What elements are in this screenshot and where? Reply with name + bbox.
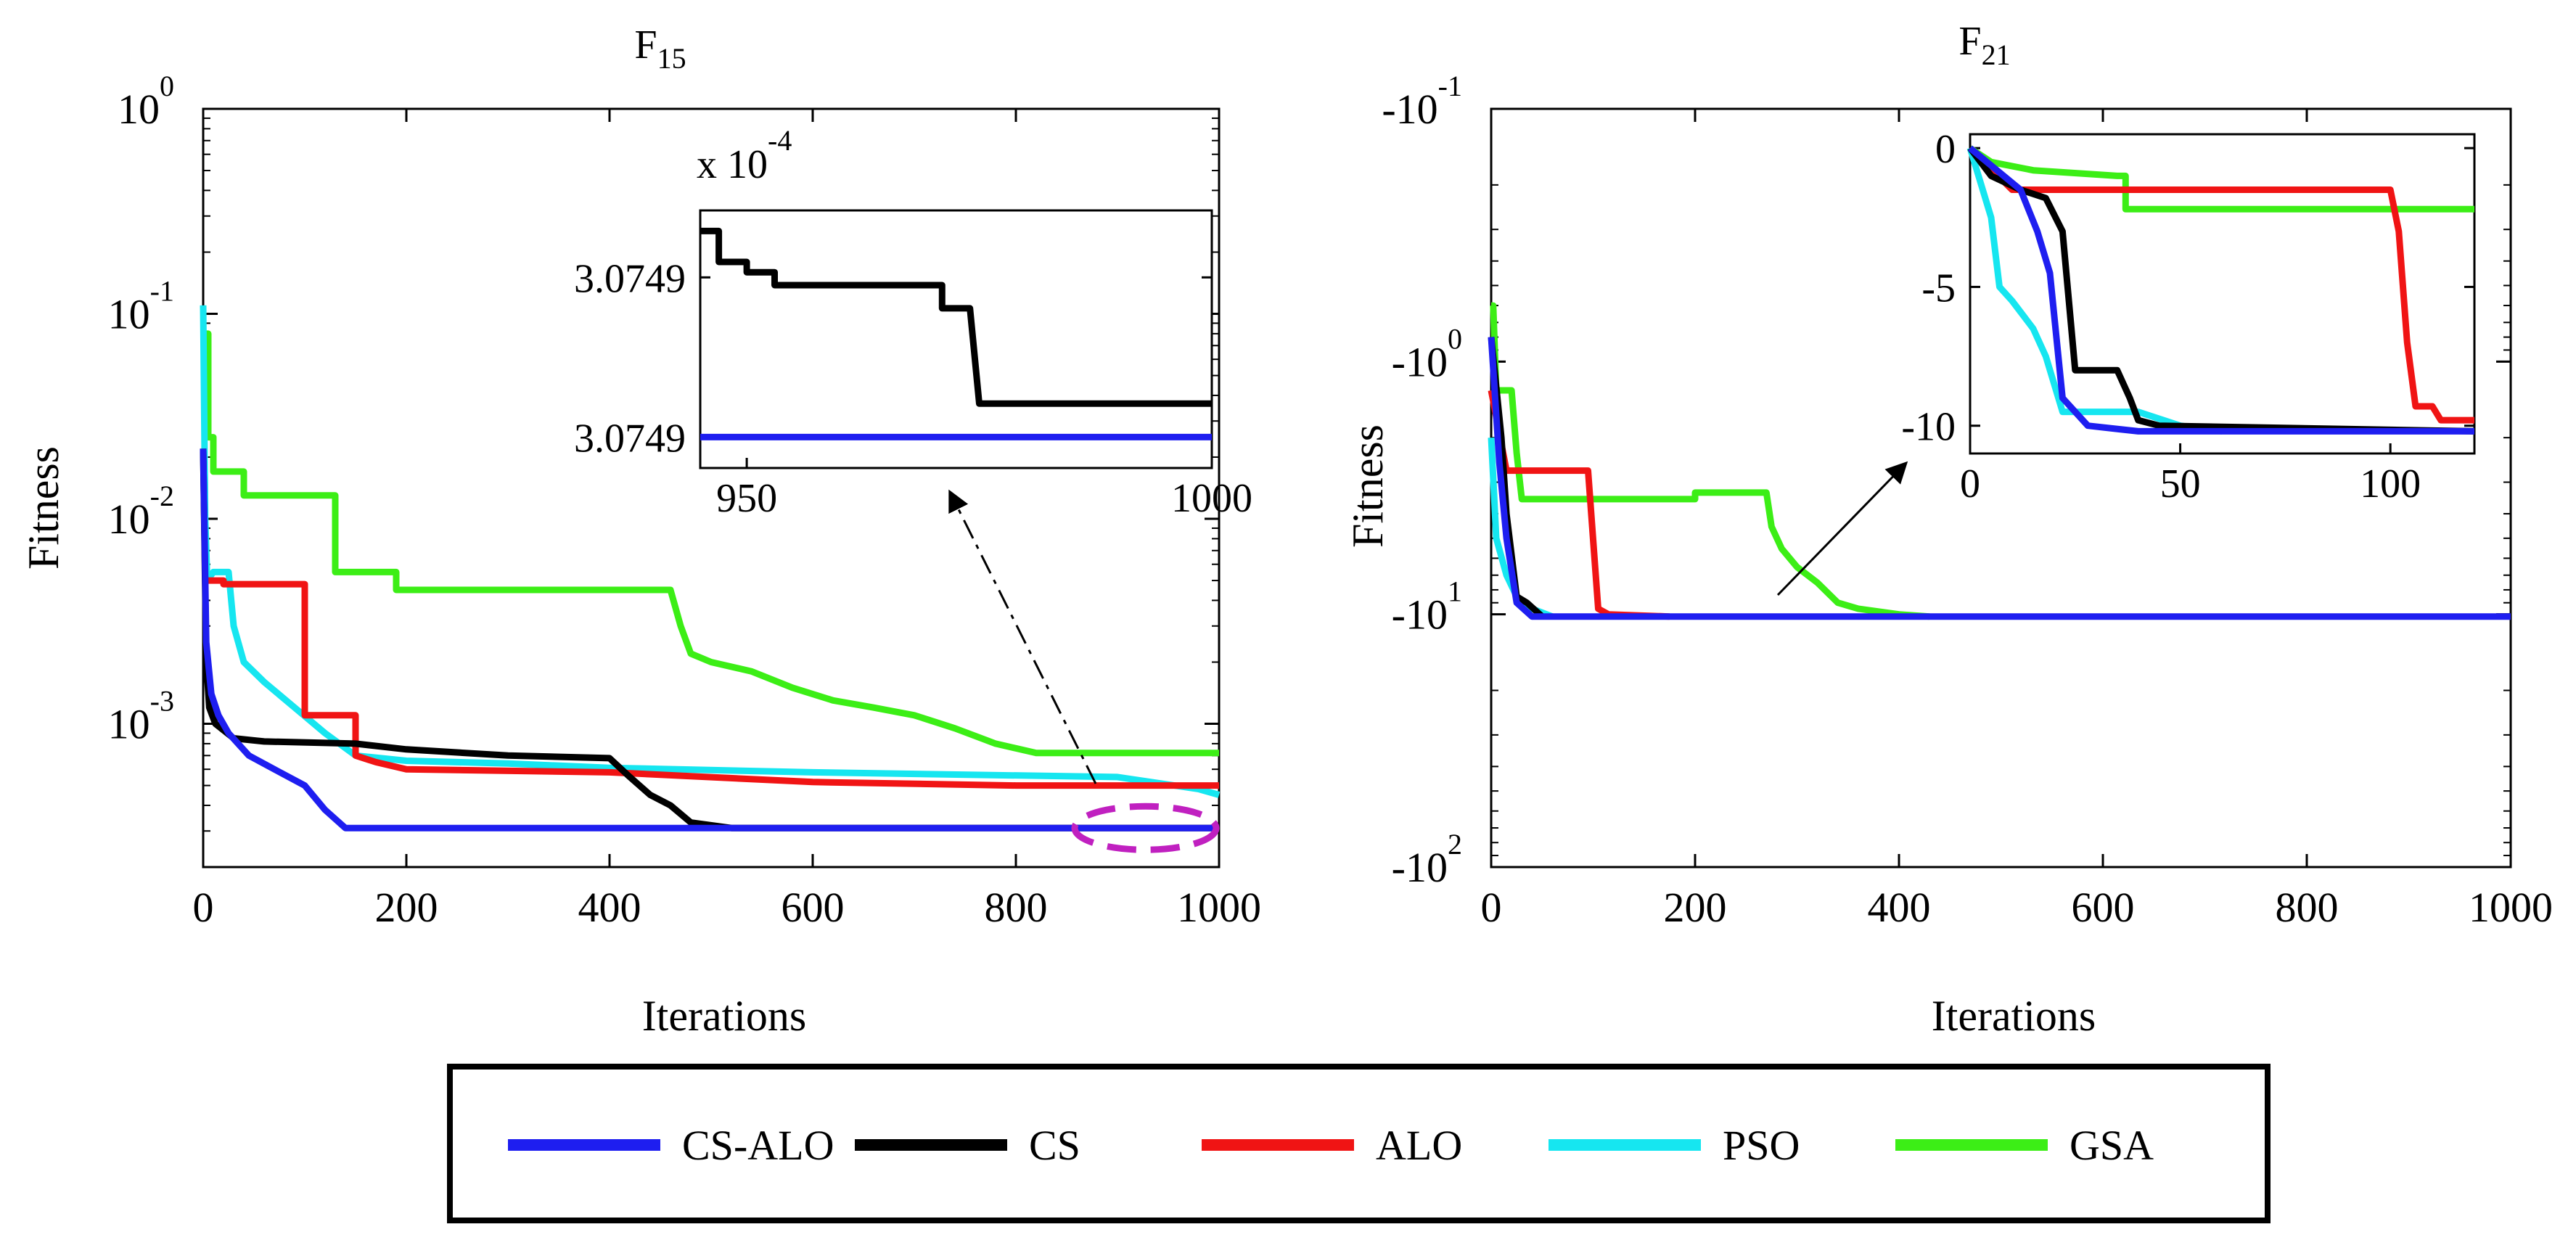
legend-label-cs: CS: [1029, 1122, 1080, 1169]
y-tick-label: 100: [118, 70, 174, 133]
panel-f21: F21 Iterations Fitness 0 200 400 600 800 1000…: [1344, 19, 2553, 1040]
panel-title-f15: F15: [634, 22, 686, 75]
series-line-alo: [203, 577, 1219, 789]
series-line-cs-alo: [1488, 337, 2511, 620]
inset-series-line-pso: [1966, 147, 2223, 435]
inset-series-line-cs: [700, 227, 1212, 407]
series-line-gsa: [1490, 302, 1930, 620]
y-tick-label: 10-1: [108, 275, 174, 338]
y-axis-label: Fitness: [20, 446, 67, 570]
x-tick-label: 800: [2276, 884, 2339, 931]
inset-x-tick-label: 0: [1960, 461, 1980, 506]
y-tick-label: 10-3: [108, 685, 174, 748]
x-tick-label: 1000: [1177, 884, 1261, 931]
legend-label-pso: PSO: [1723, 1122, 1800, 1169]
inset-y-tick-label: -5: [1921, 266, 1956, 311]
x-tick-label: 200: [375, 884, 438, 931]
x-tick-label: 600: [2072, 884, 2135, 931]
inset-y-tick-label: 3.0749: [574, 416, 686, 461]
series-line-gsa: [203, 330, 1219, 757]
inset-exponent-label: x 10-4: [697, 124, 792, 187]
inset-plot: 950 1000 3.0749 3.0749 x 10-4: [574, 124, 1252, 784]
y-tick-label: -102: [1392, 828, 1462, 891]
inset-x-tick-label: 950: [716, 476, 777, 521]
inset-series-line-cs-alo: [1968, 145, 2474, 435]
inset-frame: [1969, 133, 2476, 455]
inset-series-line-alo: [1967, 145, 2474, 424]
zoom-ellipse: [1071, 802, 1220, 853]
inset-frame: [699, 209, 1213, 469]
y-tick-label: -100: [1392, 322, 1462, 385]
plot-area: 0 200 400 600 800 1000-10-1-100-101-102: [1382, 70, 2553, 931]
series-line-cs-alo: [200, 448, 1219, 832]
legend-label-cs-alo: CS-ALO: [682, 1122, 834, 1169]
inset-y-tick-label: -10: [1901, 405, 1956, 450]
x-axis-label: Iterations: [642, 992, 807, 1040]
series-line-cs: [200, 448, 1219, 832]
inset-y-tick-label: 0: [1935, 127, 1956, 172]
x-tick-label: 400: [1868, 884, 1931, 931]
y-tick-label: 10-2: [108, 480, 174, 543]
inset-x-tick-label: 50: [2160, 461, 2201, 506]
legend-label-alo: ALO: [1376, 1122, 1462, 1169]
panel-f15: F15 Iterations Fitness 0 200 400 600 800 1000…: [20, 22, 1261, 1040]
plot-area: 0 200 400 600 800 1000 100 10-1 10-2 10-3: [108, 70, 1261, 931]
inset-y-tick-label: 3.0749: [574, 256, 686, 301]
x-tick-label: 0: [193, 884, 214, 931]
x-tick-label: 200: [1664, 884, 1727, 931]
x-tick-label: 600: [782, 884, 845, 931]
legend: CS-ALO CS ALO PSO GSA: [447, 1064, 2271, 1223]
x-tick-label: 800: [985, 884, 1048, 931]
zoom-arrow: [1776, 461, 1908, 596]
zoom-arrow: [948, 489, 1097, 784]
inset-plot: 0 50 100 0 -5 -10: [1776, 127, 2476, 596]
y-tick-label: -10-1: [1382, 70, 1462, 133]
inset-x-tick-label: 1000: [1171, 476, 1252, 521]
legend-label-gsa: GSA: [2070, 1122, 2154, 1169]
x-tick-label: 0: [1481, 884, 1502, 931]
inset-x-tick-label: 100: [2360, 461, 2421, 506]
y-tick-label: -101: [1392, 575, 1462, 639]
x-axis-label: Iterations: [1932, 992, 2096, 1040]
panel-title-f21: F21: [1958, 19, 2010, 71]
x-tick-label: 400: [578, 884, 641, 931]
y-axis-label: Fitness: [1344, 424, 1392, 548]
series-line-pso: [200, 305, 1221, 798]
x-tick-label: 1000: [2469, 884, 2553, 931]
